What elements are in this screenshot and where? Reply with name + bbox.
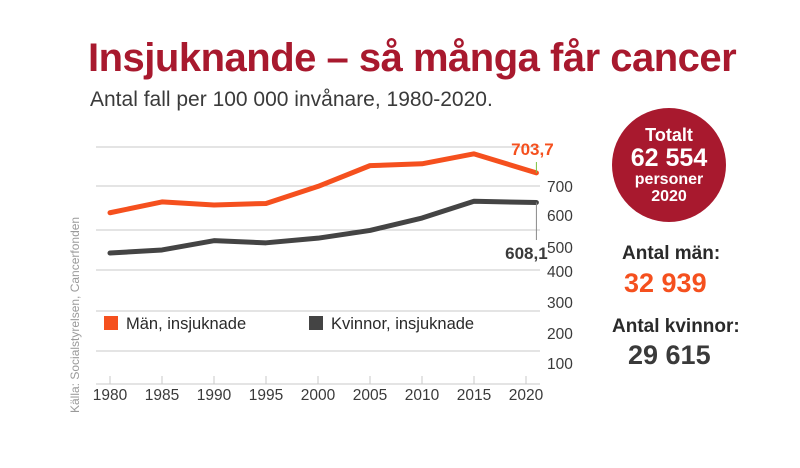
total-value: 62 554 — [630, 143, 708, 172]
series-line-women — [107, 198, 539, 256]
series-line-men — [107, 151, 539, 216]
total-badge: Totalt 62 554 personer 2020 — [612, 108, 726, 222]
chart-subtitle: Antal fall per 100 000 invånare, 1980-20… — [90, 88, 493, 111]
men-count-value: 32 939 — [624, 268, 707, 298]
total-label: Totalt — [645, 124, 693, 145]
total-year: 2020 — [651, 187, 687, 205]
x-tick-label: 2015 — [457, 387, 491, 404]
legend-label-men: Män, insjuknade — [126, 315, 246, 333]
y-tick-label: 200 — [547, 326, 573, 343]
legend-label-women: Kvinnor, insjuknade — [331, 315, 474, 333]
y-axis-ticks: 100 200 300 400 500 600 700 — [547, 179, 573, 373]
y-tick-label: 400 — [547, 264, 573, 281]
series-lines — [107, 151, 539, 256]
x-tick-label: 2000 — [301, 387, 336, 404]
x-tick-label: 2020 — [509, 387, 544, 404]
grid-lines — [96, 146, 540, 385]
men-end-label: 703,7 — [511, 140, 554, 159]
x-tick-label: 1995 — [249, 387, 283, 404]
legend-swatch-women — [309, 316, 323, 330]
women-count-value: 29 615 — [628, 340, 711, 370]
women-end-label: 608,1 — [505, 244, 548, 263]
x-axis-ticks: 1980 1985 1990 1995 2000 2005 2010 2015 2020 — [93, 376, 544, 404]
end-callouts: 703,7 608,1 — [505, 140, 554, 263]
y-tick-label: 300 — [547, 295, 573, 312]
y-tick-label: 700 — [547, 179, 573, 196]
total-unit: personer — [634, 170, 704, 188]
chart-title: Insjuknande – så många får cancer — [88, 36, 737, 80]
legend: Män, insjuknade Kvinnor, insjuknade — [104, 315, 474, 333]
legend-swatch-men — [104, 316, 118, 330]
y-tick-label: 500 — [547, 240, 573, 257]
y-tick-label: 100 — [547, 356, 573, 373]
x-tick-label: 2005 — [353, 387, 387, 404]
x-tick-label: 1980 — [93, 387, 128, 404]
x-tick-label: 1990 — [197, 387, 232, 404]
women-count-label: Antal kvinnor: — [612, 316, 740, 337]
x-tick-label: 1985 — [145, 387, 179, 404]
men-count-label: Antal män: — [622, 243, 721, 264]
y-tick-label: 600 — [547, 208, 573, 225]
x-tick-label: 2010 — [405, 387, 440, 404]
